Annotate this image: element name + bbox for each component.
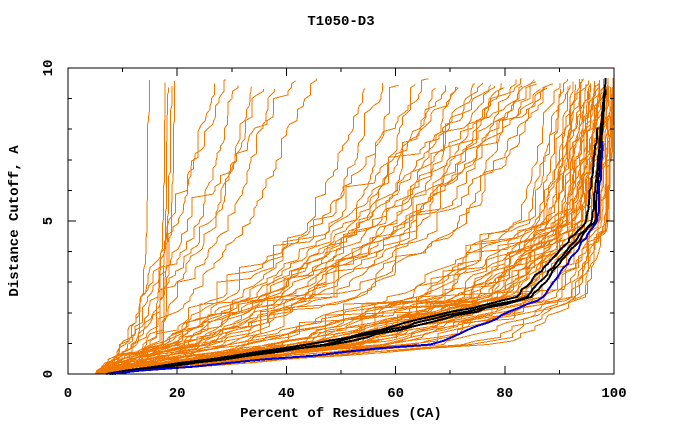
model-curve (95, 85, 447, 375)
chart-title: T1050-D3 (307, 14, 374, 30)
x-tick-label: 0 (64, 386, 72, 402)
x-tick-label: 40 (278, 386, 295, 402)
model-curve (98, 84, 399, 375)
x-tick-label: 20 (169, 386, 186, 402)
model-curve (100, 84, 492, 375)
model-curve (97, 83, 475, 375)
model-curve (95, 80, 151, 375)
tick-labels: 0 20 40 60 80 100 0 5 10 (41, 60, 627, 402)
reference-curve (111, 78, 607, 375)
curve-lines (94, 78, 614, 375)
model-curve (95, 85, 571, 375)
model-curve (101, 86, 495, 375)
model-curve (95, 78, 429, 375)
model-curve (96, 88, 366, 375)
model-curve (97, 79, 535, 375)
model-curve (95, 87, 613, 375)
model-curve (95, 83, 537, 375)
axes (67, 67, 615, 375)
model-curve (97, 78, 583, 375)
x-tick-label: 80 (496, 386, 513, 402)
y-tick-label: 0 (41, 370, 57, 378)
y-tick-label: 10 (41, 60, 57, 77)
model-curve (103, 80, 589, 375)
model-curve (101, 88, 264, 375)
model-curve (94, 78, 317, 375)
x-axis-label: Percent of Residues (CA) (240, 406, 442, 422)
model-curve (110, 83, 553, 375)
model-curve (103, 82, 384, 375)
model-curve (94, 78, 522, 375)
x-tick-label: 100 (601, 386, 626, 402)
model-curve (94, 87, 548, 375)
model-curve (97, 86, 252, 375)
model-curve (95, 87, 505, 375)
model-curve (101, 83, 483, 375)
y-tick-label: 5 (41, 217, 57, 225)
model-curve (100, 87, 614, 375)
model-curve (95, 79, 226, 375)
y-axis-label: Distance Cutoff, A (7, 145, 23, 297)
model-curve (101, 86, 613, 375)
model-curve (95, 82, 166, 375)
model-curve (95, 83, 215, 375)
model-curve (101, 78, 569, 375)
model-curve (95, 85, 239, 375)
model-curve (97, 78, 585, 375)
model-curve (101, 86, 173, 375)
reference-curve (114, 89, 607, 375)
model-curve (100, 80, 296, 374)
model-curve (102, 84, 600, 375)
model-curve (94, 89, 276, 375)
model-curve (95, 86, 590, 375)
model-curve (97, 85, 523, 375)
reference-curve (106, 127, 599, 375)
highlight-curve (109, 140, 604, 375)
model-curve (101, 88, 541, 375)
model-curve (95, 87, 170, 375)
x-tick-label: 60 (387, 386, 404, 402)
model-curve (95, 82, 600, 375)
